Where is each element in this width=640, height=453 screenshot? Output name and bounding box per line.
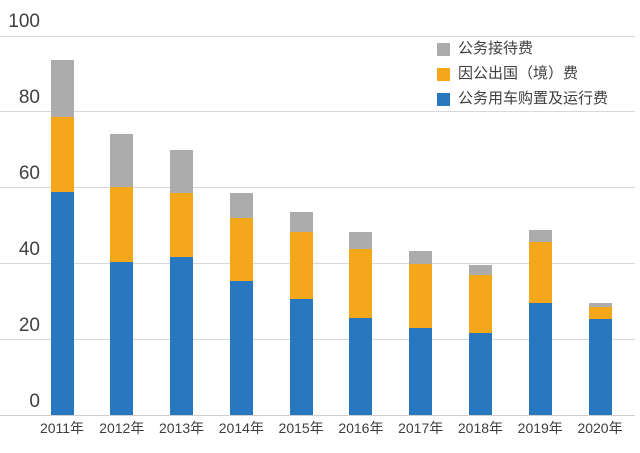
y-gridline xyxy=(0,35,635,37)
bar-segment-2020年-series2 xyxy=(588,302,612,308)
bar-segment-2011年-series1 xyxy=(50,116,74,192)
bar-segment-2019年-series0 xyxy=(528,303,552,416)
y-gridline xyxy=(0,187,635,189)
x-tick-label: 2017年 xyxy=(398,420,444,436)
bar-segment-2014年-series2 xyxy=(229,193,253,219)
bar-segment-2016年-series0 xyxy=(349,318,373,416)
x-tick-label: 2013年 xyxy=(158,420,205,436)
bar-segment-2011年-series2 xyxy=(50,59,74,117)
bar-segment-2019年-series1 xyxy=(528,241,552,304)
bar-segment-2018年-series2 xyxy=(468,264,492,276)
bar-segment-2014年-series1 xyxy=(229,218,253,282)
bar-segment-2014年-series0 xyxy=(229,281,253,416)
legend-swatch-icon xyxy=(437,68,450,81)
y-tick-label: 80 xyxy=(18,86,40,108)
legend-swatch-icon xyxy=(437,93,450,106)
y-gridline xyxy=(0,339,635,341)
y-tick-label: 60 xyxy=(18,162,40,184)
y-tick-label: 40 xyxy=(18,238,40,260)
bar-segment-2017年-series0 xyxy=(409,328,433,416)
x-tick-label: 2014年 xyxy=(218,420,264,436)
bar-segment-2011年-series0 xyxy=(50,191,74,416)
x-tick-label: 2015年 xyxy=(278,420,324,436)
x-tick-label: 2011年 xyxy=(39,420,85,436)
bar-segment-2017年-series1 xyxy=(409,264,433,329)
y-tick-label: 20 xyxy=(18,314,40,336)
bar-segment-2012年-series1 xyxy=(110,187,134,263)
bar-segment-2013年-series2 xyxy=(170,149,194,194)
legend-label: 公务用车购置及运行费 xyxy=(458,90,609,107)
bar-segment-2012年-series0 xyxy=(110,262,134,416)
bar-segment-2012年-series2 xyxy=(110,134,134,188)
bar-segment-2013年-series1 xyxy=(170,193,194,257)
bar-segment-2016年-series2 xyxy=(349,232,373,249)
x-tick-label: 2012年 xyxy=(99,420,145,436)
bar-segment-2015年-series2 xyxy=(289,212,313,233)
x-tick-label: 2016年 xyxy=(338,420,384,436)
bar-segment-2018年-series1 xyxy=(468,275,492,333)
bar-segment-2013年-series0 xyxy=(170,256,194,416)
x-tick-label: 2018年 xyxy=(457,420,504,436)
bar-segment-2020年-series0 xyxy=(588,319,612,416)
bar-segment-2015年-series1 xyxy=(289,232,313,299)
y-tick-label: 0 xyxy=(29,390,40,412)
y-gridline xyxy=(0,415,635,416)
y-gridline xyxy=(0,111,635,113)
bar-segment-2015年-series0 xyxy=(289,298,313,416)
bar-segment-2019年-series2 xyxy=(528,229,552,242)
legend-swatch-icon xyxy=(437,43,450,56)
bar-segment-2017年-series2 xyxy=(409,251,433,265)
y-gridline xyxy=(0,263,635,265)
bar-segment-2018年-series0 xyxy=(468,332,492,416)
x-tick-label: 2019年 xyxy=(517,420,563,436)
x-tick-label: 2020年 xyxy=(577,420,623,436)
bar-segment-2020年-series1 xyxy=(588,307,612,320)
bar-segment-2016年-series1 xyxy=(349,248,373,319)
y-tick-label: 100 xyxy=(8,11,40,32)
legend-label: 公务接待费 xyxy=(458,40,534,57)
legend-label: 因公出国（境）费 xyxy=(458,65,579,82)
